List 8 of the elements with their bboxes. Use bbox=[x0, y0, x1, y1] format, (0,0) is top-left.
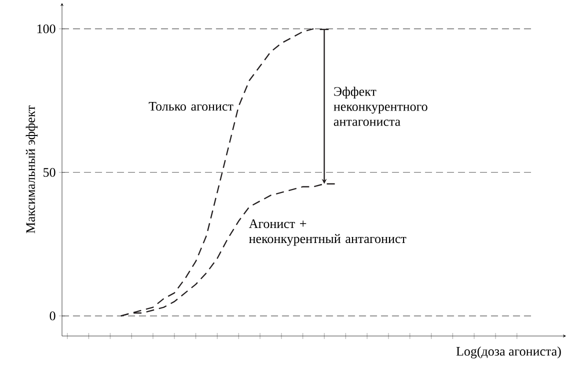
annotation: Эффект неконкурентного антагониста bbox=[334, 86, 428, 126]
y-tick-label: 0 bbox=[50, 312, 56, 320]
series-label: Агонист + неконкурентный антагонист bbox=[248, 219, 406, 246]
y-axis-title: Максимальный эффект bbox=[26, 106, 38, 234]
series-label: Только агонист bbox=[148, 102, 234, 111]
x-axis-title: Log(доза агониста) bbox=[456, 346, 561, 358]
y-tick-label: 50 bbox=[44, 168, 56, 177]
y-tick-label: 100 bbox=[37, 24, 56, 34]
